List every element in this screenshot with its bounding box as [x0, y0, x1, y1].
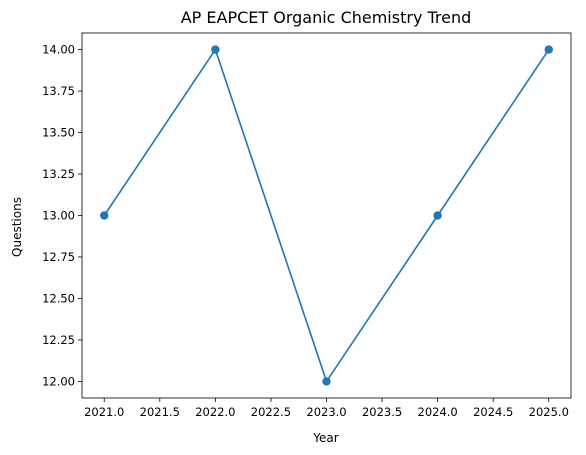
y-tick-label: 14.00	[42, 43, 75, 57]
chart-title: AP EAPCET Organic Chemistry Trend	[181, 8, 472, 27]
y-tick-label: 13.25	[42, 167, 75, 181]
y-tick-label: 12.00	[42, 374, 75, 388]
y-tick-label: 13.50	[42, 126, 75, 140]
x-tick-label: 2024.0	[418, 405, 458, 419]
x-tick-label: 2024.5	[473, 405, 513, 419]
y-tick-label: 12.25	[42, 333, 75, 347]
y-axis-label: Questions	[10, 197, 24, 257]
data-point	[433, 211, 441, 219]
x-tick-label: 2023.5	[362, 405, 402, 419]
x-tick-label: 2022.5	[251, 405, 291, 419]
x-tick-label: 2021.5	[140, 405, 180, 419]
x-tick-label: 2025.0	[529, 405, 569, 419]
x-axis-label: Year	[312, 431, 338, 445]
data-point	[211, 45, 219, 53]
data-point	[545, 45, 553, 53]
y-tick-label: 12.50	[42, 291, 75, 305]
x-tick-label: 2023.0	[306, 405, 346, 419]
data-point	[322, 377, 330, 385]
y-tick-label: 13.75	[42, 84, 75, 98]
x-tick-label: 2022.0	[195, 405, 235, 419]
y-tick-label: 13.00	[42, 209, 75, 223]
data-point	[100, 211, 108, 219]
y-tick-label: 12.75	[42, 250, 75, 264]
x-tick-label: 2021.0	[84, 405, 124, 419]
